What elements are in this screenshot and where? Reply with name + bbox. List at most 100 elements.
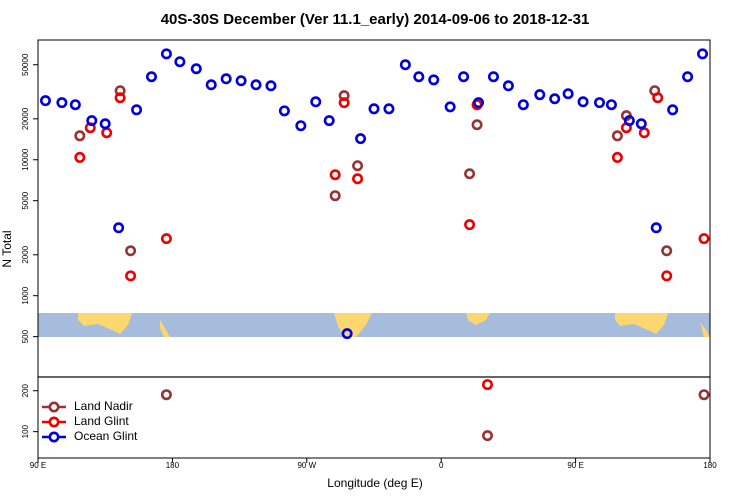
marker	[145, 71, 157, 83]
marker	[190, 63, 202, 75]
legend-label: Ocean Glint	[74, 429, 138, 443]
marker	[295, 120, 307, 132]
marker	[101, 127, 113, 139]
marker	[368, 103, 380, 115]
marker	[86, 115, 98, 127]
marker	[69, 99, 81, 111]
marker	[502, 80, 514, 92]
marker	[205, 79, 217, 91]
marker	[399, 59, 411, 71]
marker	[464, 168, 476, 180]
marker	[611, 130, 623, 142]
legend-marker	[48, 401, 60, 413]
marker	[39, 95, 51, 107]
marker	[605, 99, 617, 111]
marker	[383, 103, 395, 115]
marker	[160, 389, 172, 401]
marker	[698, 389, 710, 401]
marker	[323, 115, 335, 127]
marker	[638, 127, 650, 139]
marker	[131, 104, 143, 116]
marker	[310, 96, 322, 108]
x-axis-label: Longitude (deg E)	[327, 476, 422, 490]
marker	[682, 71, 694, 83]
marker	[125, 245, 137, 257]
marker	[74, 151, 86, 163]
y-tick-label: 100	[21, 424, 30, 438]
marker	[562, 88, 574, 100]
plot-frame	[37, 39, 711, 459]
y-tick-label: 10000	[21, 148, 30, 171]
legend-marker	[48, 416, 60, 428]
marker	[577, 96, 589, 108]
marker	[428, 74, 440, 86]
marker	[278, 105, 290, 117]
marker	[481, 430, 493, 442]
marker	[220, 73, 232, 85]
marker	[329, 169, 341, 181]
marker	[114, 85, 126, 97]
marker	[338, 97, 350, 109]
legend-label: Land Nadir	[74, 399, 133, 413]
y-tick-label: 5000	[21, 191, 30, 209]
y-tick-label: 500	[21, 329, 30, 343]
legend-marker	[48, 431, 60, 443]
marker	[517, 99, 529, 111]
marker	[74, 130, 86, 142]
x-tick-label: 180	[166, 461, 180, 470]
marker	[114, 92, 126, 104]
marker	[174, 56, 186, 68]
y-axis-label: N Total	[0, 230, 14, 267]
marker	[698, 233, 710, 245]
marker	[549, 93, 561, 105]
marker	[99, 118, 111, 130]
marker	[652, 92, 664, 104]
y-tick-label: 50000	[21, 53, 30, 76]
x-tick-label: 90 W	[297, 461, 316, 470]
marker	[458, 71, 470, 83]
marker	[464, 219, 476, 231]
marker	[635, 118, 647, 130]
marker	[338, 90, 350, 102]
marker	[341, 328, 353, 340]
y-tick-label: 20000	[21, 107, 30, 130]
marker	[160, 233, 172, 245]
marker	[265, 80, 277, 92]
marker	[56, 97, 68, 109]
marker	[113, 222, 125, 234]
marker	[160, 48, 172, 60]
marker	[481, 379, 493, 391]
marker	[235, 75, 247, 87]
marker	[487, 71, 499, 83]
marker	[413, 71, 425, 83]
marker	[125, 270, 137, 282]
marker	[534, 89, 546, 101]
y-tick-label: 1000	[21, 286, 30, 304]
x-tick-label: 0	[439, 461, 444, 470]
marker	[250, 79, 262, 91]
marker	[352, 173, 364, 185]
marker	[471, 119, 483, 131]
marker	[661, 245, 673, 257]
marker	[661, 270, 673, 282]
marker	[355, 133, 367, 145]
chart-title: 40S-30S December (Ver 11.1_early) 2014-0…	[161, 11, 590, 28]
marker	[650, 222, 662, 234]
marker	[473, 97, 485, 109]
x-tick-label: 180	[703, 461, 717, 470]
marker	[352, 160, 364, 172]
marker	[697, 48, 709, 60]
marker	[623, 115, 635, 127]
y-tick-label: 200	[21, 384, 30, 398]
marker	[444, 101, 456, 113]
marker	[593, 97, 605, 109]
y-tick-label: 2000	[21, 245, 30, 263]
marker	[329, 190, 341, 202]
map-strip	[38, 313, 710, 337]
x-tick-label: 90 E	[30, 461, 46, 470]
x-tick-label: 90 E	[567, 461, 583, 470]
marker	[667, 104, 679, 116]
legend-label: Land Glint	[74, 414, 129, 428]
marker	[611, 151, 623, 163]
